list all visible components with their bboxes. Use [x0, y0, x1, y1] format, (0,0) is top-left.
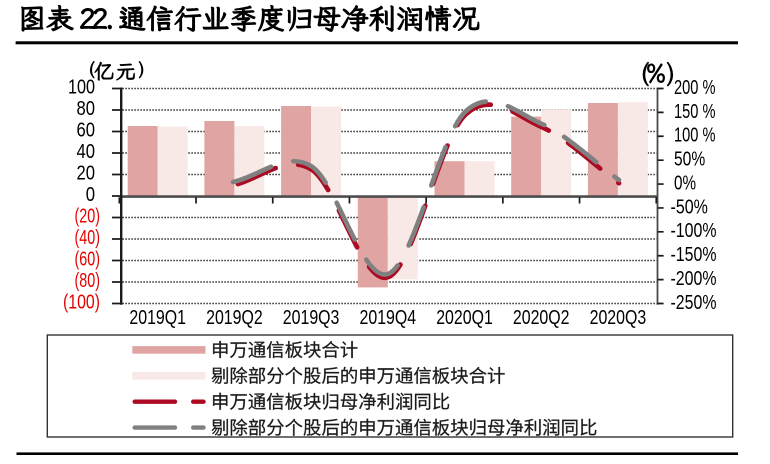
svg-text:100 %: 100 %	[674, 125, 716, 147]
svg-text:2019Q1: 2019Q1	[129, 307, 186, 329]
svg-text:40: 40	[77, 141, 96, 163]
svg-text:2019Q4: 2019Q4	[360, 307, 417, 329]
svg-text:2020Q2: 2020Q2	[513, 307, 570, 329]
svg-text:-150%: -150%	[671, 244, 717, 266]
svg-text:80: 80	[77, 98, 96, 120]
svg-text:(60): (60)	[75, 249, 101, 271]
svg-text:(40): (40)	[75, 227, 101, 249]
svg-text:2020Q3: 2020Q3	[590, 307, 647, 329]
svg-text:0: 0	[86, 184, 95, 206]
svg-text:(80): (80)	[75, 270, 101, 292]
svg-text:0%: 0%	[674, 173, 696, 195]
svg-text:200 %: 200 %	[674, 77, 716, 99]
svg-text:-100%: -100%	[671, 220, 717, 242]
svg-text:150 %: 150 %	[674, 101, 716, 123]
svg-text:-200%: -200%	[671, 268, 717, 290]
svg-text:2020Q1: 2020Q1	[436, 307, 493, 329]
svg-text:20: 20	[77, 163, 96, 185]
svg-text:50%: 50%	[674, 149, 705, 171]
svg-text:-50%: -50%	[671, 196, 709, 218]
svg-text:-250%: -250%	[671, 292, 717, 314]
svg-text:60: 60	[77, 120, 96, 142]
svg-text:2019Q3: 2019Q3	[283, 307, 340, 329]
svg-text:(100): (100)	[63, 292, 100, 314]
svg-text:100: 100	[68, 77, 95, 99]
svg-text:(20): (20)	[75, 206, 101, 228]
svg-text:2019Q2: 2019Q2	[206, 307, 263, 329]
